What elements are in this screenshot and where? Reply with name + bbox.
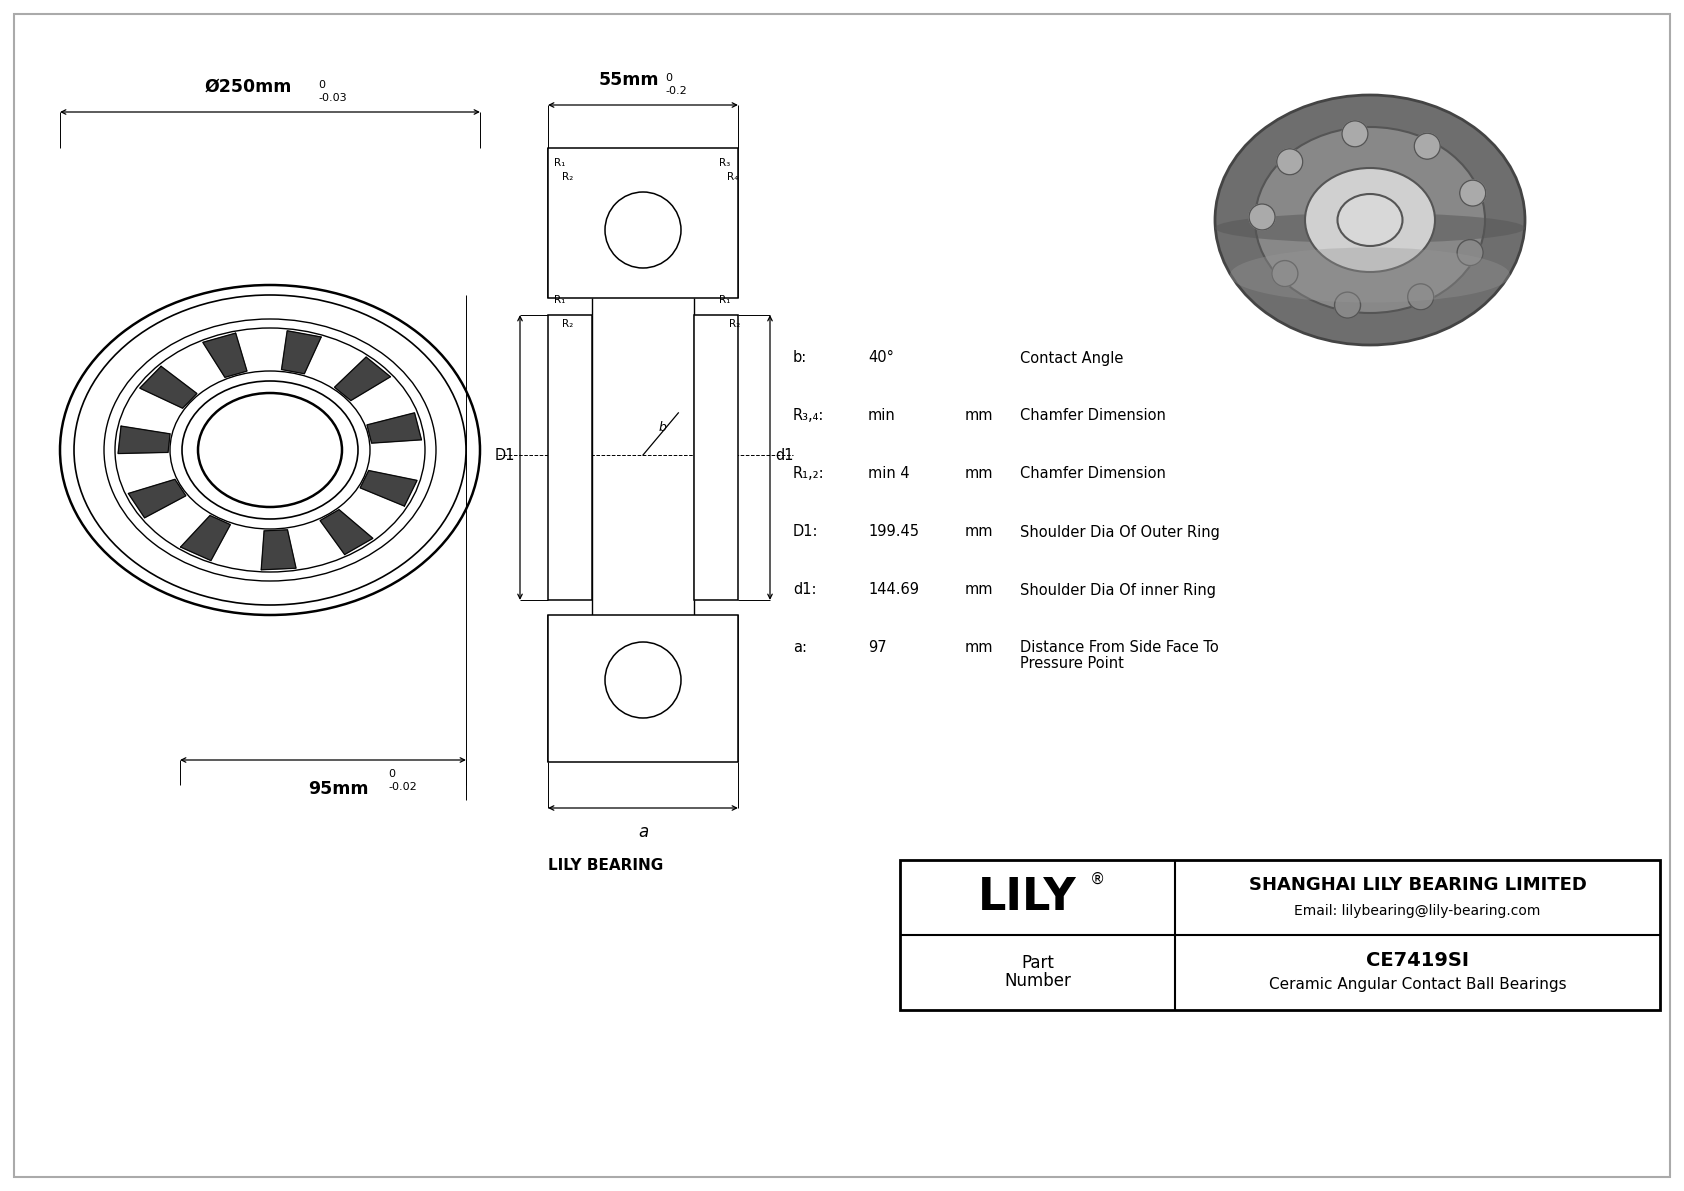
Polygon shape [320,510,372,555]
Text: R₃: R₃ [719,158,729,168]
Text: Pressure Point: Pressure Point [1021,656,1123,672]
Polygon shape [335,357,391,400]
Text: Ceramic Angular Contact Ball Bearings: Ceramic Angular Contact Ball Bearings [1268,977,1566,992]
Bar [547,148,738,298]
Text: d1:: d1: [793,582,817,598]
Bar [547,615,738,762]
Circle shape [1342,120,1367,146]
Text: R₁: R₁ [554,295,566,305]
Circle shape [1276,149,1303,175]
Text: Contact Angle: Contact Angle [1021,350,1123,366]
Text: -0.02: -0.02 [387,782,416,792]
Text: R₂: R₂ [729,319,739,329]
Polygon shape [128,479,185,518]
Text: min 4: min 4 [867,467,909,481]
Bar [547,314,593,600]
Text: d1: d1 [775,448,793,462]
Polygon shape [367,413,421,443]
Text: -0.2: -0.2 [665,86,687,96]
Text: 199.45: 199.45 [867,524,919,540]
Text: a: a [638,823,648,841]
Text: Chamfer Dimension: Chamfer Dimension [1021,409,1165,424]
Text: b:: b: [793,350,807,366]
Text: SHANGHAI LILY BEARING LIMITED: SHANGHAI LILY BEARING LIMITED [1248,875,1586,893]
Text: ®: ® [1090,872,1105,887]
Ellipse shape [1337,194,1403,247]
Text: R₃,₄:: R₃,₄: [793,409,825,424]
Text: R₁,₂:: R₁,₂: [793,467,825,481]
Ellipse shape [1214,213,1526,243]
Text: b: b [658,420,667,434]
Text: R₂: R₂ [562,319,573,329]
Text: R₂: R₂ [562,172,573,182]
Text: Distance From Side Face To: Distance From Side Face To [1021,641,1219,655]
Ellipse shape [1214,95,1526,345]
Circle shape [1460,180,1485,206]
Polygon shape [360,470,418,506]
Text: LILY BEARING: LILY BEARING [547,858,663,873]
Text: R₄: R₄ [726,172,738,182]
Text: 40°: 40° [867,350,894,366]
Text: 97: 97 [867,641,886,655]
Text: Chamfer Dimension: Chamfer Dimension [1021,467,1165,481]
Ellipse shape [1305,168,1435,272]
Bar [694,314,738,600]
Polygon shape [140,367,197,409]
Circle shape [1415,133,1440,160]
Text: min: min [867,409,896,424]
Text: mm: mm [965,467,994,481]
Polygon shape [281,331,322,374]
Text: R₁: R₁ [719,295,729,305]
Ellipse shape [1255,127,1485,313]
Text: Part: Part [1021,954,1054,973]
Circle shape [1408,283,1433,310]
Circle shape [1271,261,1298,287]
Text: Shoulder Dia Of Outer Ring: Shoulder Dia Of Outer Ring [1021,524,1219,540]
Text: 0: 0 [318,80,325,91]
Polygon shape [261,530,296,569]
Text: 95mm: 95mm [308,780,369,798]
Text: 144.69: 144.69 [867,582,919,598]
Text: 55mm: 55mm [600,71,658,89]
Text: Email: lilybearing@lily-bearing.com: Email: lilybearing@lily-bearing.com [1295,904,1541,917]
Text: D1: D1 [495,448,515,462]
Polygon shape [180,516,231,561]
Text: -0.03: -0.03 [318,93,347,102]
Text: R₁: R₁ [554,158,566,168]
Circle shape [1457,239,1484,266]
Bar [547,615,738,762]
Bar [547,148,738,298]
Circle shape [1250,204,1275,230]
Text: 0: 0 [665,73,672,83]
Ellipse shape [1229,248,1511,303]
Polygon shape [202,333,248,378]
Bar [694,314,738,600]
Text: 0: 0 [387,769,396,779]
Text: mm: mm [965,524,994,540]
Text: a:: a: [793,641,807,655]
Text: LILY: LILY [978,877,1076,919]
Text: Shoulder Dia Of inner Ring: Shoulder Dia Of inner Ring [1021,582,1216,598]
Circle shape [1334,292,1361,318]
Text: Ø250mm: Ø250mm [204,77,291,96]
Bar [547,314,593,600]
Bar [899,860,1660,1010]
Polygon shape [118,426,170,454]
Text: Number: Number [1004,973,1071,991]
Text: mm: mm [965,582,994,598]
Text: CE7419SI: CE7419SI [1366,950,1468,969]
Text: mm: mm [965,641,994,655]
Text: D1:: D1: [793,524,818,540]
Text: mm: mm [965,409,994,424]
